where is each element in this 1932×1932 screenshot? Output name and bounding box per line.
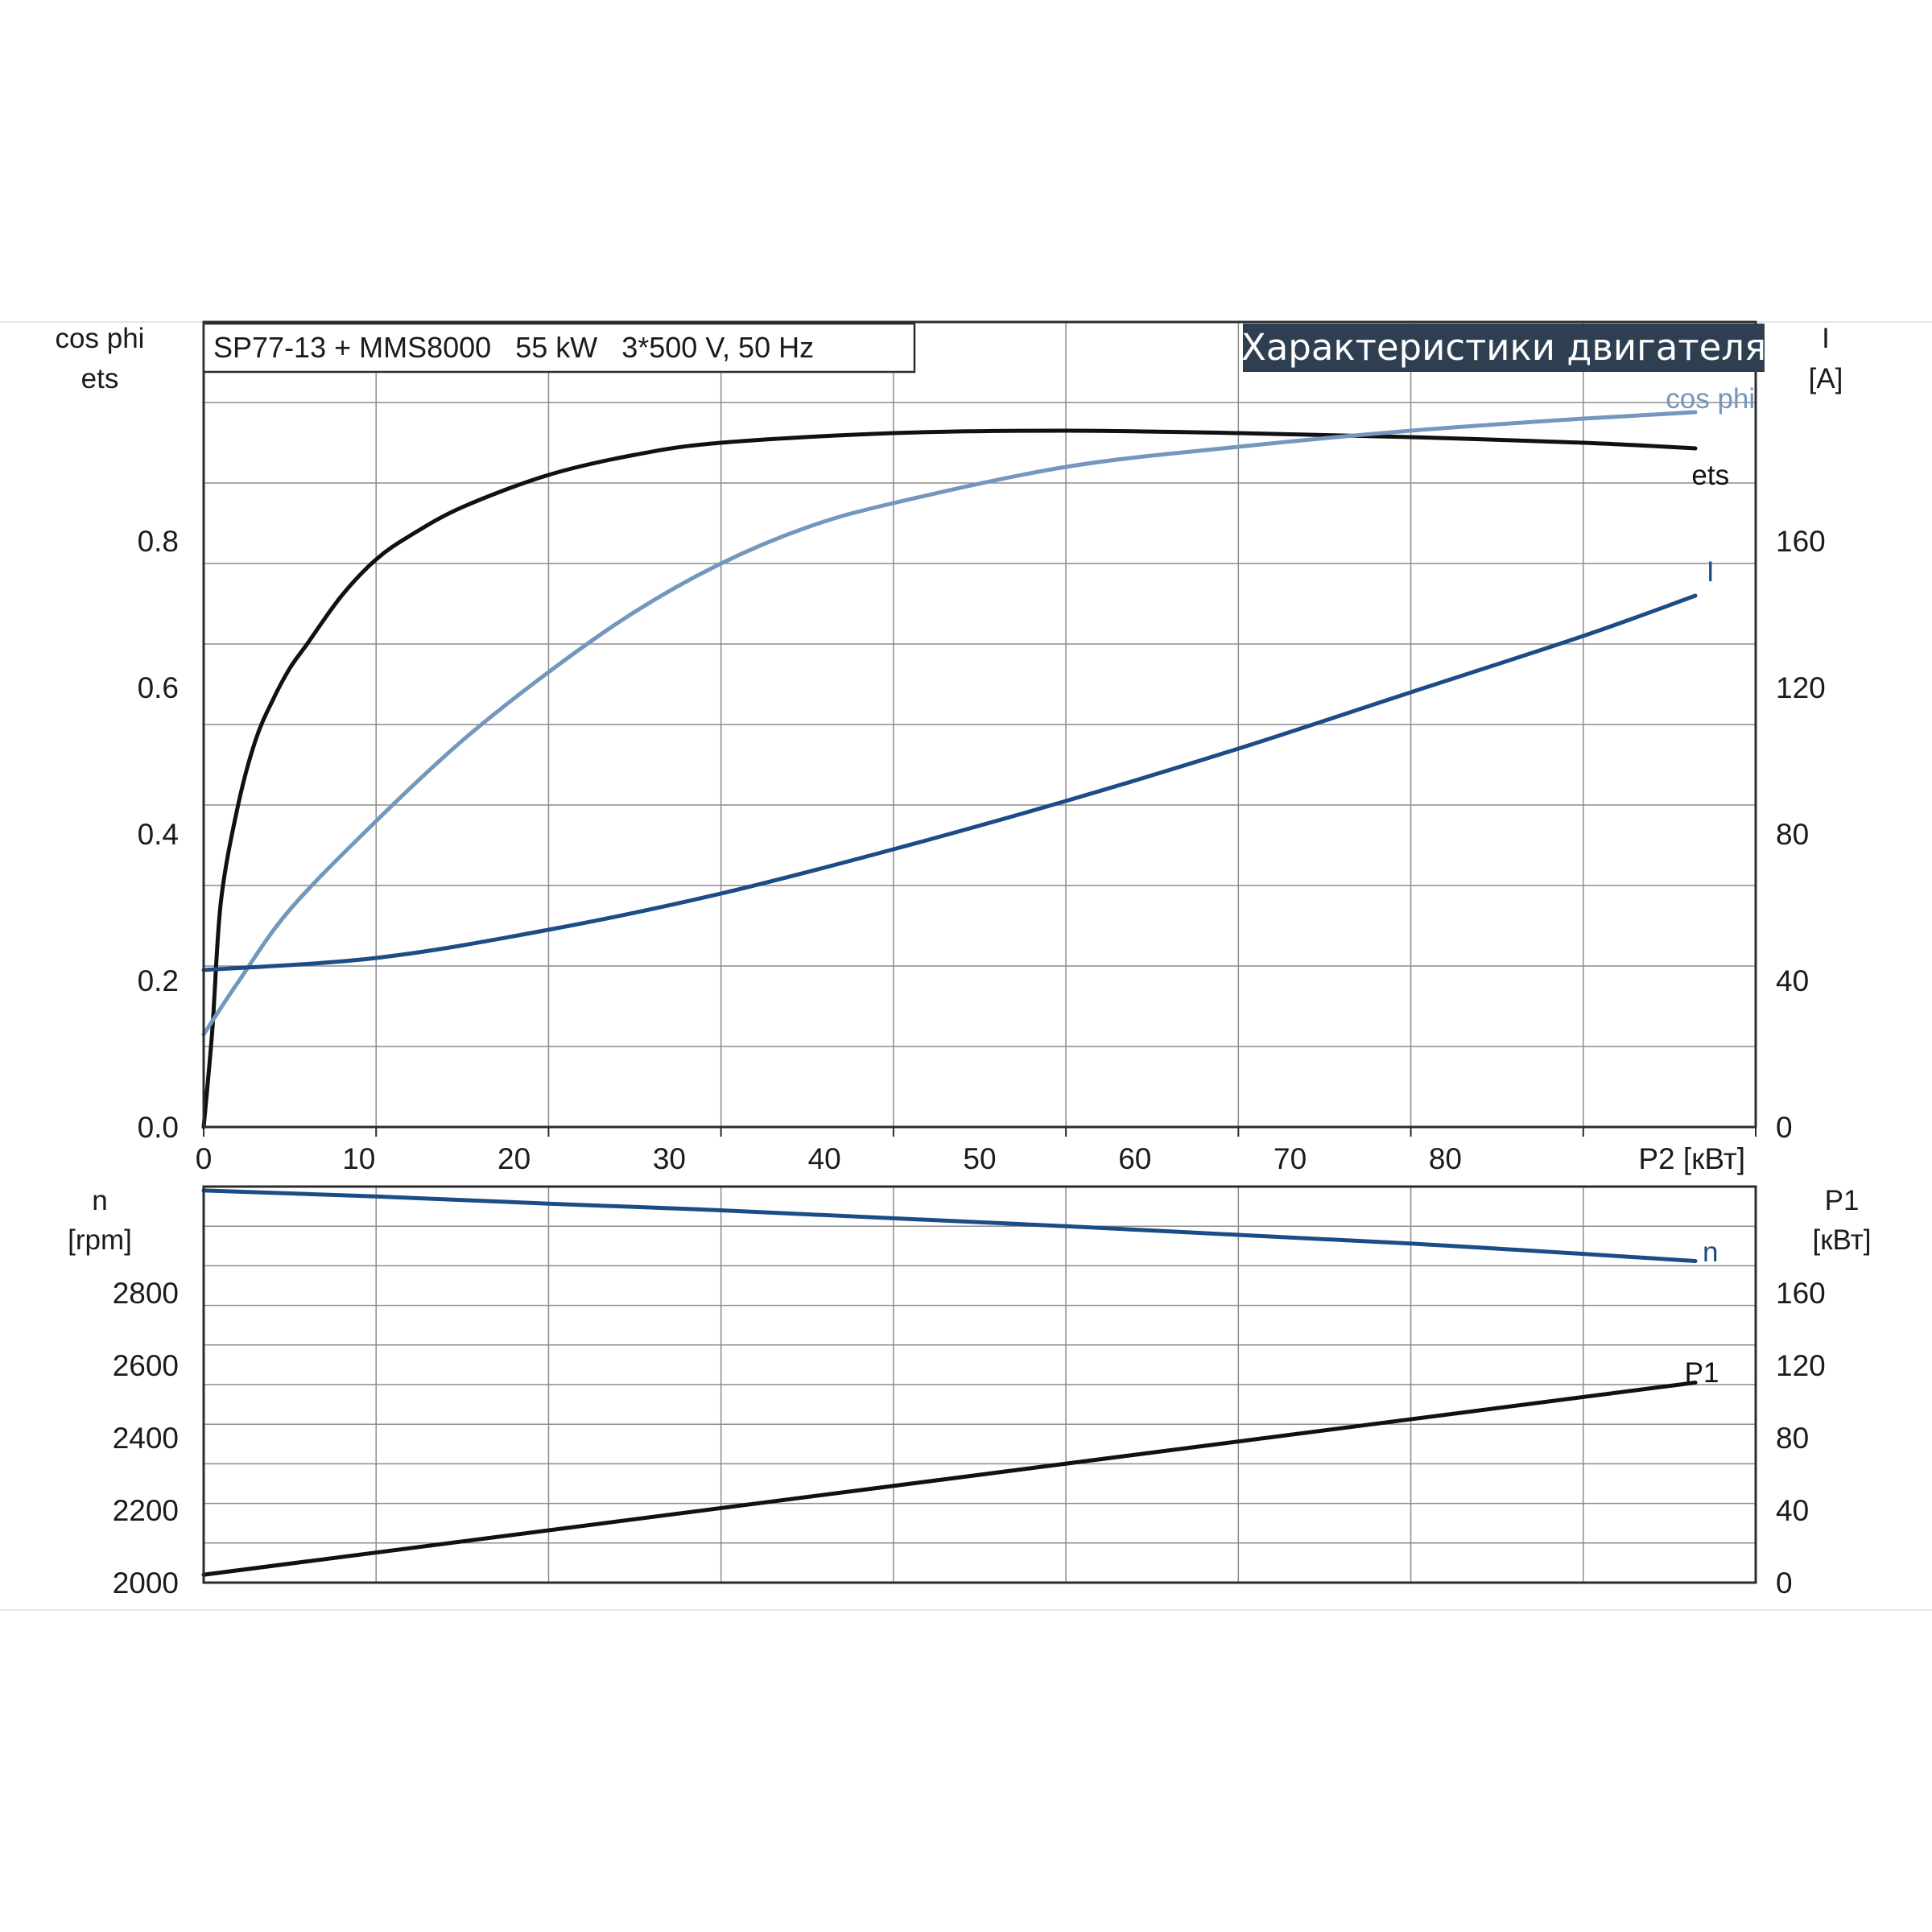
- right-y-tick-label: 0: [1776, 1111, 1793, 1144]
- lower-panel-frame: [202, 1185, 1757, 1584]
- left-y-tick-label: 2200: [113, 1494, 179, 1527]
- upper-panel-frame: [202, 320, 1757, 1129]
- left-y-tick-label: 0.0: [138, 1111, 179, 1144]
- right-axis-title-p1-unit: [кВт]: [1813, 1224, 1872, 1256]
- left-y-tick-label: 2800: [113, 1277, 179, 1310]
- x-tick-label: 20: [497, 1142, 530, 1175]
- right-y-tick-label: 80: [1776, 818, 1809, 851]
- right-axis-title-p1: P1: [1825, 1185, 1860, 1216]
- title-banner: [1243, 324, 1765, 372]
- series-line-i: [201, 593, 1698, 972]
- x-axis-title: P2 [кВт]: [1638, 1142, 1745, 1175]
- x-tick-label: 10: [342, 1142, 375, 1175]
- right-y-tick-label: 40: [1776, 1494, 1809, 1527]
- left-y-tick-label: 0.8: [138, 525, 179, 558]
- model-label: SP77-13 + MMS8000 55 kW 3*500 V, 50 Hz: [213, 331, 814, 364]
- series-label-i: I: [1707, 556, 1715, 588]
- series-line-ets: [201, 428, 1698, 1129]
- right-axis-title-current: I: [1822, 323, 1830, 354]
- left-y-tick-label: 0.2: [138, 964, 179, 997]
- upper-panel-grid: [203, 322, 1757, 1137]
- right-y-tick-label: 160: [1776, 1277, 1826, 1310]
- x-tick-label: 70: [1274, 1142, 1307, 1175]
- x-tick-label: 30: [653, 1142, 686, 1175]
- left-y-tick-label: 0.4: [138, 818, 179, 851]
- right-y-tick-label: 40: [1776, 964, 1809, 997]
- left-y-tick-label: 0.6: [138, 671, 179, 704]
- series-line-cos-phi: [201, 410, 1698, 1037]
- right-y-tick-label: 120: [1776, 671, 1826, 704]
- x-tick-label: 40: [808, 1142, 841, 1175]
- series-line-n: [201, 1188, 1698, 1263]
- right-y-tick-label: 80: [1776, 1422, 1809, 1455]
- series-line-p1: [201, 1381, 1698, 1577]
- series-label-p1: P1: [1685, 1357, 1719, 1389]
- right-y-tick-label: 120: [1776, 1349, 1826, 1382]
- upper-panel-curves: ets cos phi I: [201, 383, 1755, 1129]
- lower-panel-grid: [204, 1187, 1756, 1583]
- left-axis-title-eta: ets: [81, 363, 119, 394]
- left-y-tick-label: 2600: [113, 1349, 179, 1382]
- x-tick-label: 80: [1429, 1142, 1462, 1175]
- left-axis-title-speed-unit: [rpm]: [68, 1224, 132, 1256]
- series-label-ets: ets: [1691, 460, 1729, 491]
- left-y-tick-label: 2400: [113, 1422, 179, 1455]
- x-tick-label: 50: [963, 1142, 996, 1175]
- x-tick-label: 0: [196, 1142, 213, 1175]
- x-tick-label: 60: [1118, 1142, 1151, 1175]
- left-axis-title-cosphi: cos phi: [56, 323, 145, 354]
- lower-panel-curves: n P1: [201, 1188, 1719, 1577]
- title-banner-text: Характеристики двигателя: [1241, 326, 1766, 369]
- left-axis-title-speed: n: [92, 1185, 107, 1216]
- right-y-tick-label: 160: [1776, 525, 1826, 558]
- model-box: [202, 322, 916, 374]
- left-y-tick-label: 2000: [113, 1567, 179, 1600]
- series-label-cos-phi: cos phi: [1666, 383, 1755, 415]
- right-axis-title-current-unit: [A]: [1809, 363, 1843, 394]
- series-label-n: n: [1703, 1236, 1718, 1268]
- right-y-tick-label: 0: [1776, 1567, 1793, 1600]
